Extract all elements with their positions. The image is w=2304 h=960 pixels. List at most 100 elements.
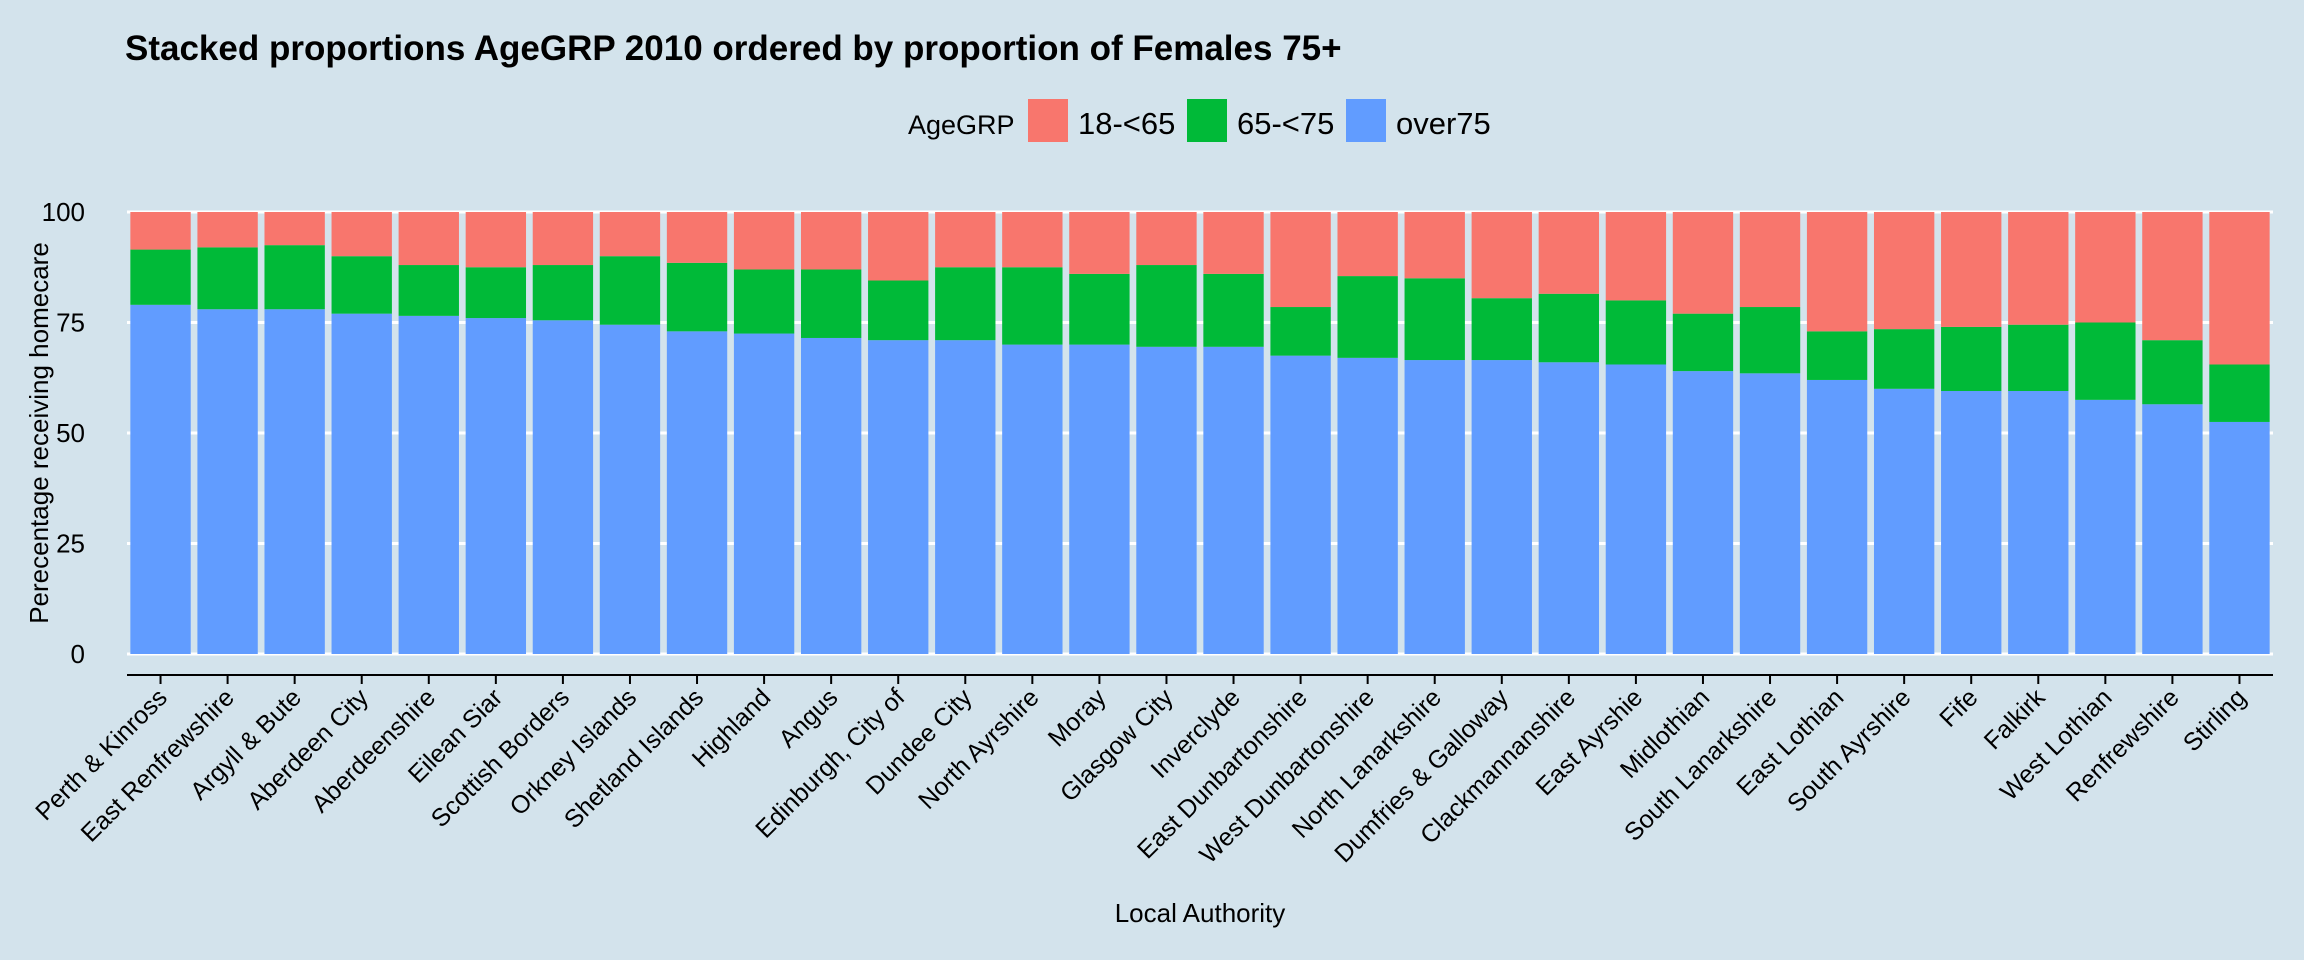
legend-label-18-65: 18-<65 (1078, 106, 1175, 141)
bar-glasgow-city-over75 (1136, 346, 1197, 654)
bar-orkney-islands-65-75 (599, 256, 661, 325)
bar-north-lanarkshire-65-75 (1404, 278, 1465, 361)
y-tick-label-0: 0 (71, 639, 85, 669)
y-tick-label-25: 25 (56, 529, 85, 559)
bar-stirling-over75 (2209, 421, 2270, 654)
bar-east-ayrshie-over75 (1605, 364, 1667, 654)
y-tick-label-50: 50 (56, 418, 85, 448)
bar-fife-over75 (1941, 391, 2002, 654)
bar-aberdeenshire-18-65 (398, 212, 459, 266)
bar-west-dunbartonshire-18-65 (1337, 212, 1398, 277)
bar-clackmannanshire-over75 (1538, 362, 1600, 654)
bar-fife-18-65 (1941, 212, 2002, 327)
bar-highland-18-65 (733, 212, 795, 270)
bar-argyll-bute-18-65 (264, 212, 325, 246)
legend-title: AgeGRP (908, 110, 1015, 140)
bar-scottish-borders-18-65 (532, 212, 594, 266)
bar-dumfries-galloway-over75 (1471, 360, 1532, 654)
bar-dumfries-galloway-18-65 (1471, 212, 1532, 299)
bar-east-renfrewshire-over75 (197, 309, 258, 654)
bar-shetland-islands-over75 (666, 331, 728, 654)
bar-north-ayrshire-65-75 (1002, 267, 1063, 345)
bar-inverclyde-65-75 (1203, 273, 1264, 347)
y-tick-label-100: 100 (42, 197, 85, 227)
y-axis: 0 25 50 75 100 (42, 197, 85, 669)
bar-highland-65-75 (733, 269, 795, 334)
bar-east-renfrewshire-18-65 (197, 212, 258, 248)
bar-west-lothian-18-65 (2075, 212, 2136, 323)
bar-falkirk-18-65 (2008, 212, 2069, 325)
bar-midlothian-65-75 (1672, 313, 1734, 372)
bar-scottish-borders-65-75 (532, 265, 594, 321)
bar-angus-over75 (800, 337, 862, 654)
bar-renfrewshire-18-65 (2142, 212, 2203, 341)
bar-angus-18-65 (800, 212, 862, 270)
bar-fife-65-75 (1941, 326, 2002, 392)
bar-eilean-siar-65-75 (465, 267, 527, 319)
bar-eilean-siar-over75 (465, 318, 527, 654)
bar-shetland-islands-18-65 (666, 212, 728, 263)
bar-aberdeen-city-18-65 (331, 212, 392, 257)
legend-swatch-65-75 (1187, 99, 1227, 142)
bar-east-renfrewshire-65-75 (197, 247, 258, 310)
bar-west-lothian-over75 (2075, 399, 2136, 654)
bar-north-ayrshire-over75 (1002, 344, 1063, 654)
bar-renfrewshire-over75 (2142, 404, 2203, 654)
bar-moray-18-65 (1069, 212, 1130, 274)
bar-shetland-islands-65-75 (666, 262, 728, 332)
bar-south-ayrshire-over75 (1873, 388, 1935, 654)
bar-glasgow-city-65-75 (1136, 265, 1197, 347)
bar-east-lothian-over75 (1806, 379, 1868, 654)
bar-east-ayrshie-65-75 (1605, 300, 1667, 365)
bar-stirling-18-65 (2209, 212, 2270, 365)
bar-perth-kinross-over75 (130, 304, 191, 654)
bar-aberdeen-city-65-75 (331, 256, 392, 314)
bar-stirling-65-75 (2209, 364, 2270, 422)
bar-edinburgh-city-of-18-65 (868, 212, 929, 281)
bar-west-dunbartonshire-over75 (1337, 357, 1398, 654)
bar-midlothian-18-65 (1672, 212, 1734, 314)
bar-east-dunbartonshire-65-75 (1270, 307, 1331, 356)
bar-west-dunbartonshire-65-75 (1337, 276, 1398, 358)
bar-orkney-islands-18-65 (599, 212, 661, 257)
legend-label-over75: over75 (1396, 106, 1491, 141)
bar-dundee-city-over75 (935, 340, 996, 654)
legend-swatch-18-65 (1028, 99, 1068, 142)
bar-clackmannanshire-18-65 (1538, 212, 1600, 294)
bar-south-lanarkshire-over75 (1739, 373, 1801, 654)
bar-east-dunbartonshire-over75 (1270, 355, 1331, 654)
bar-east-dunbartonshire-18-65 (1270, 212, 1331, 308)
legend-label-65-75: 65-<75 (1237, 106, 1334, 141)
bar-aberdeenshire-over75 (398, 315, 459, 654)
bar-west-lothian-65-75 (2075, 322, 2136, 400)
bar-east-ayrshie-18-65 (1605, 212, 1667, 301)
bar-edinburgh-city-of-over75 (868, 340, 929, 654)
legend: AgeGRP 18-<65 65-<75 over75 (908, 99, 1491, 142)
bar-north-lanarkshire-over75 (1404, 360, 1465, 654)
bar-edinburgh-city-of-65-75 (868, 280, 929, 341)
bar-scottish-borders-over75 (532, 320, 594, 654)
y-tick-label-75: 75 (56, 308, 85, 338)
bar-angus-65-75 (800, 269, 862, 338)
x-axis-title: Local Authority (1115, 898, 1286, 928)
bar-falkirk-65-75 (2008, 324, 2069, 392)
bar-midlothian-over75 (1672, 371, 1734, 654)
bar-orkney-islands-over75 (599, 324, 661, 654)
bar-dumfries-galloway-65-75 (1471, 298, 1532, 361)
bar-falkirk-over75 (2008, 391, 2069, 654)
bar-highland-over75 (733, 333, 795, 654)
bar-aberdeenshire-65-75 (398, 265, 459, 316)
bar-clackmannanshire-65-75 (1538, 293, 1600, 363)
bar-south-ayrshire-65-75 (1873, 329, 1935, 389)
bar-south-lanarkshire-65-75 (1739, 307, 1801, 374)
bar-dundee-city-18-65 (935, 212, 996, 268)
bar-south-lanarkshire-18-65 (1739, 212, 1801, 308)
bar-inverclyde-18-65 (1203, 212, 1264, 274)
bar-dundee-city-65-75 (935, 267, 996, 341)
bar-moray-65-75 (1069, 273, 1130, 345)
legend-swatch-over75 (1346, 99, 1386, 142)
bars-layer (130, 212, 2270, 654)
bar-argyll-bute-65-75 (264, 245, 325, 310)
